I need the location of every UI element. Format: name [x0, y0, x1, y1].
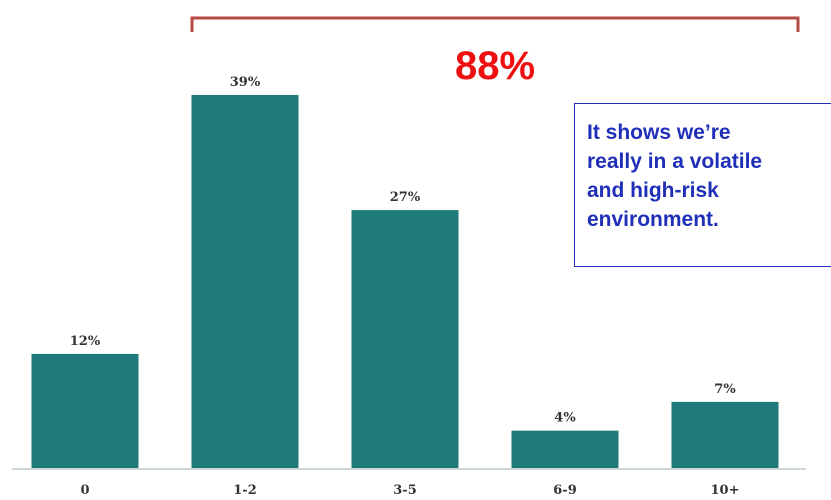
bar-10+ [671, 401, 779, 469]
x-tick-1-2: 1-2 [233, 483, 257, 498]
x-tick-6-9: 6-9 [553, 483, 577, 498]
data-label-3-5: 27% [390, 190, 421, 205]
x-tick-10+: 10+ [711, 483, 740, 498]
x-tick-0: 0 [80, 483, 89, 498]
bar-6-9 [511, 430, 619, 469]
x-tick-labels-group: 0 1-2 3-5 6-9 10+ [80, 483, 739, 498]
bar-1-2 [191, 95, 299, 469]
bracket-label-88: 88% [454, 44, 536, 88]
bracket-line [190, 16, 800, 32]
data-label-0: 12% [70, 334, 101, 349]
bar-0 [31, 353, 139, 469]
bar-3-5 [351, 210, 459, 470]
data-label-1-2: 39% [230, 75, 261, 90]
data-labels-group: 12% 39% 27% 4% 7% [70, 75, 737, 426]
data-label-10+: 7% [714, 382, 736, 397]
callout-box: It shows we’re really in a volatile and … [574, 103, 831, 267]
bars-group [31, 95, 779, 470]
x-tick-3-5: 3-5 [393, 483, 417, 498]
data-label-6-9: 4% [554, 411, 576, 426]
